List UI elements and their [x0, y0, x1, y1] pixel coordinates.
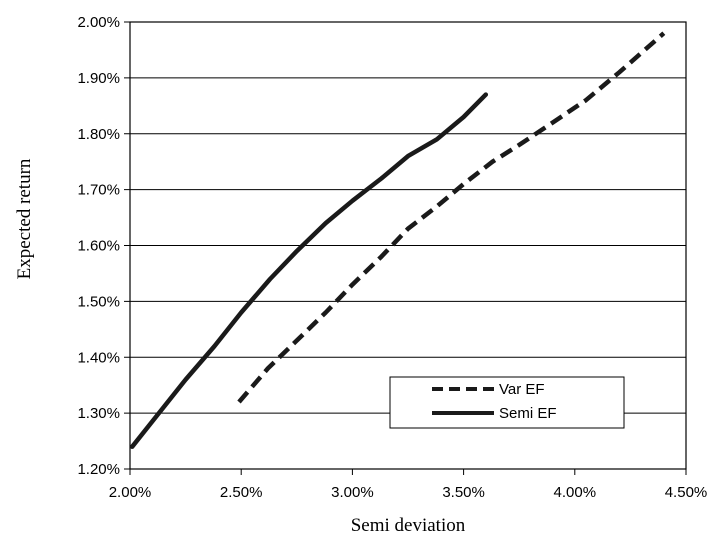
x-tick-label: 2.50%	[220, 484, 263, 501]
x-tick-label: 3.50%	[442, 484, 485, 501]
y-tick-label: 1.20%	[77, 461, 120, 478]
series-line-semi-ef	[129, 92, 489, 449]
x-axis-title: Semi deviation	[351, 515, 466, 536]
y-tick-label: 1.40%	[77, 349, 120, 366]
y-axis-title: Expected return	[14, 158, 35, 279]
legend-label-semi-ef: Semi EF	[499, 405, 557, 422]
legend-box	[389, 376, 625, 429]
legend-label-var-ef: Var EF	[499, 381, 545, 398]
legend: Var EF Semi EF	[389, 376, 625, 429]
x-tick-label: 4.00%	[554, 484, 597, 501]
series-lines	[129, 31, 666, 449]
y-tick-label: 1.60%	[77, 238, 120, 255]
y-tick-label: 1.50%	[77, 293, 120, 310]
series-line-var-ef	[237, 31, 666, 404]
x-tick-label: 3.00%	[331, 484, 374, 501]
y-tick-label: 1.90%	[77, 70, 120, 87]
x-tick-label: 4.50%	[665, 484, 708, 501]
y-tick-label: 1.80%	[77, 126, 120, 143]
x-tick-label: 2.00%	[109, 484, 152, 501]
axis-ticks: 1.20% 1.30% 1.40% 1.50% 1.60% 1.70% 1.80% 1.90%…	[77, 14, 707, 501]
y-tick-label: 2.00%	[77, 14, 120, 31]
y-tick-label: 1.70%	[77, 182, 120, 199]
grid-lines	[130, 77, 686, 414]
y-tick-label: 1.30%	[77, 405, 120, 422]
